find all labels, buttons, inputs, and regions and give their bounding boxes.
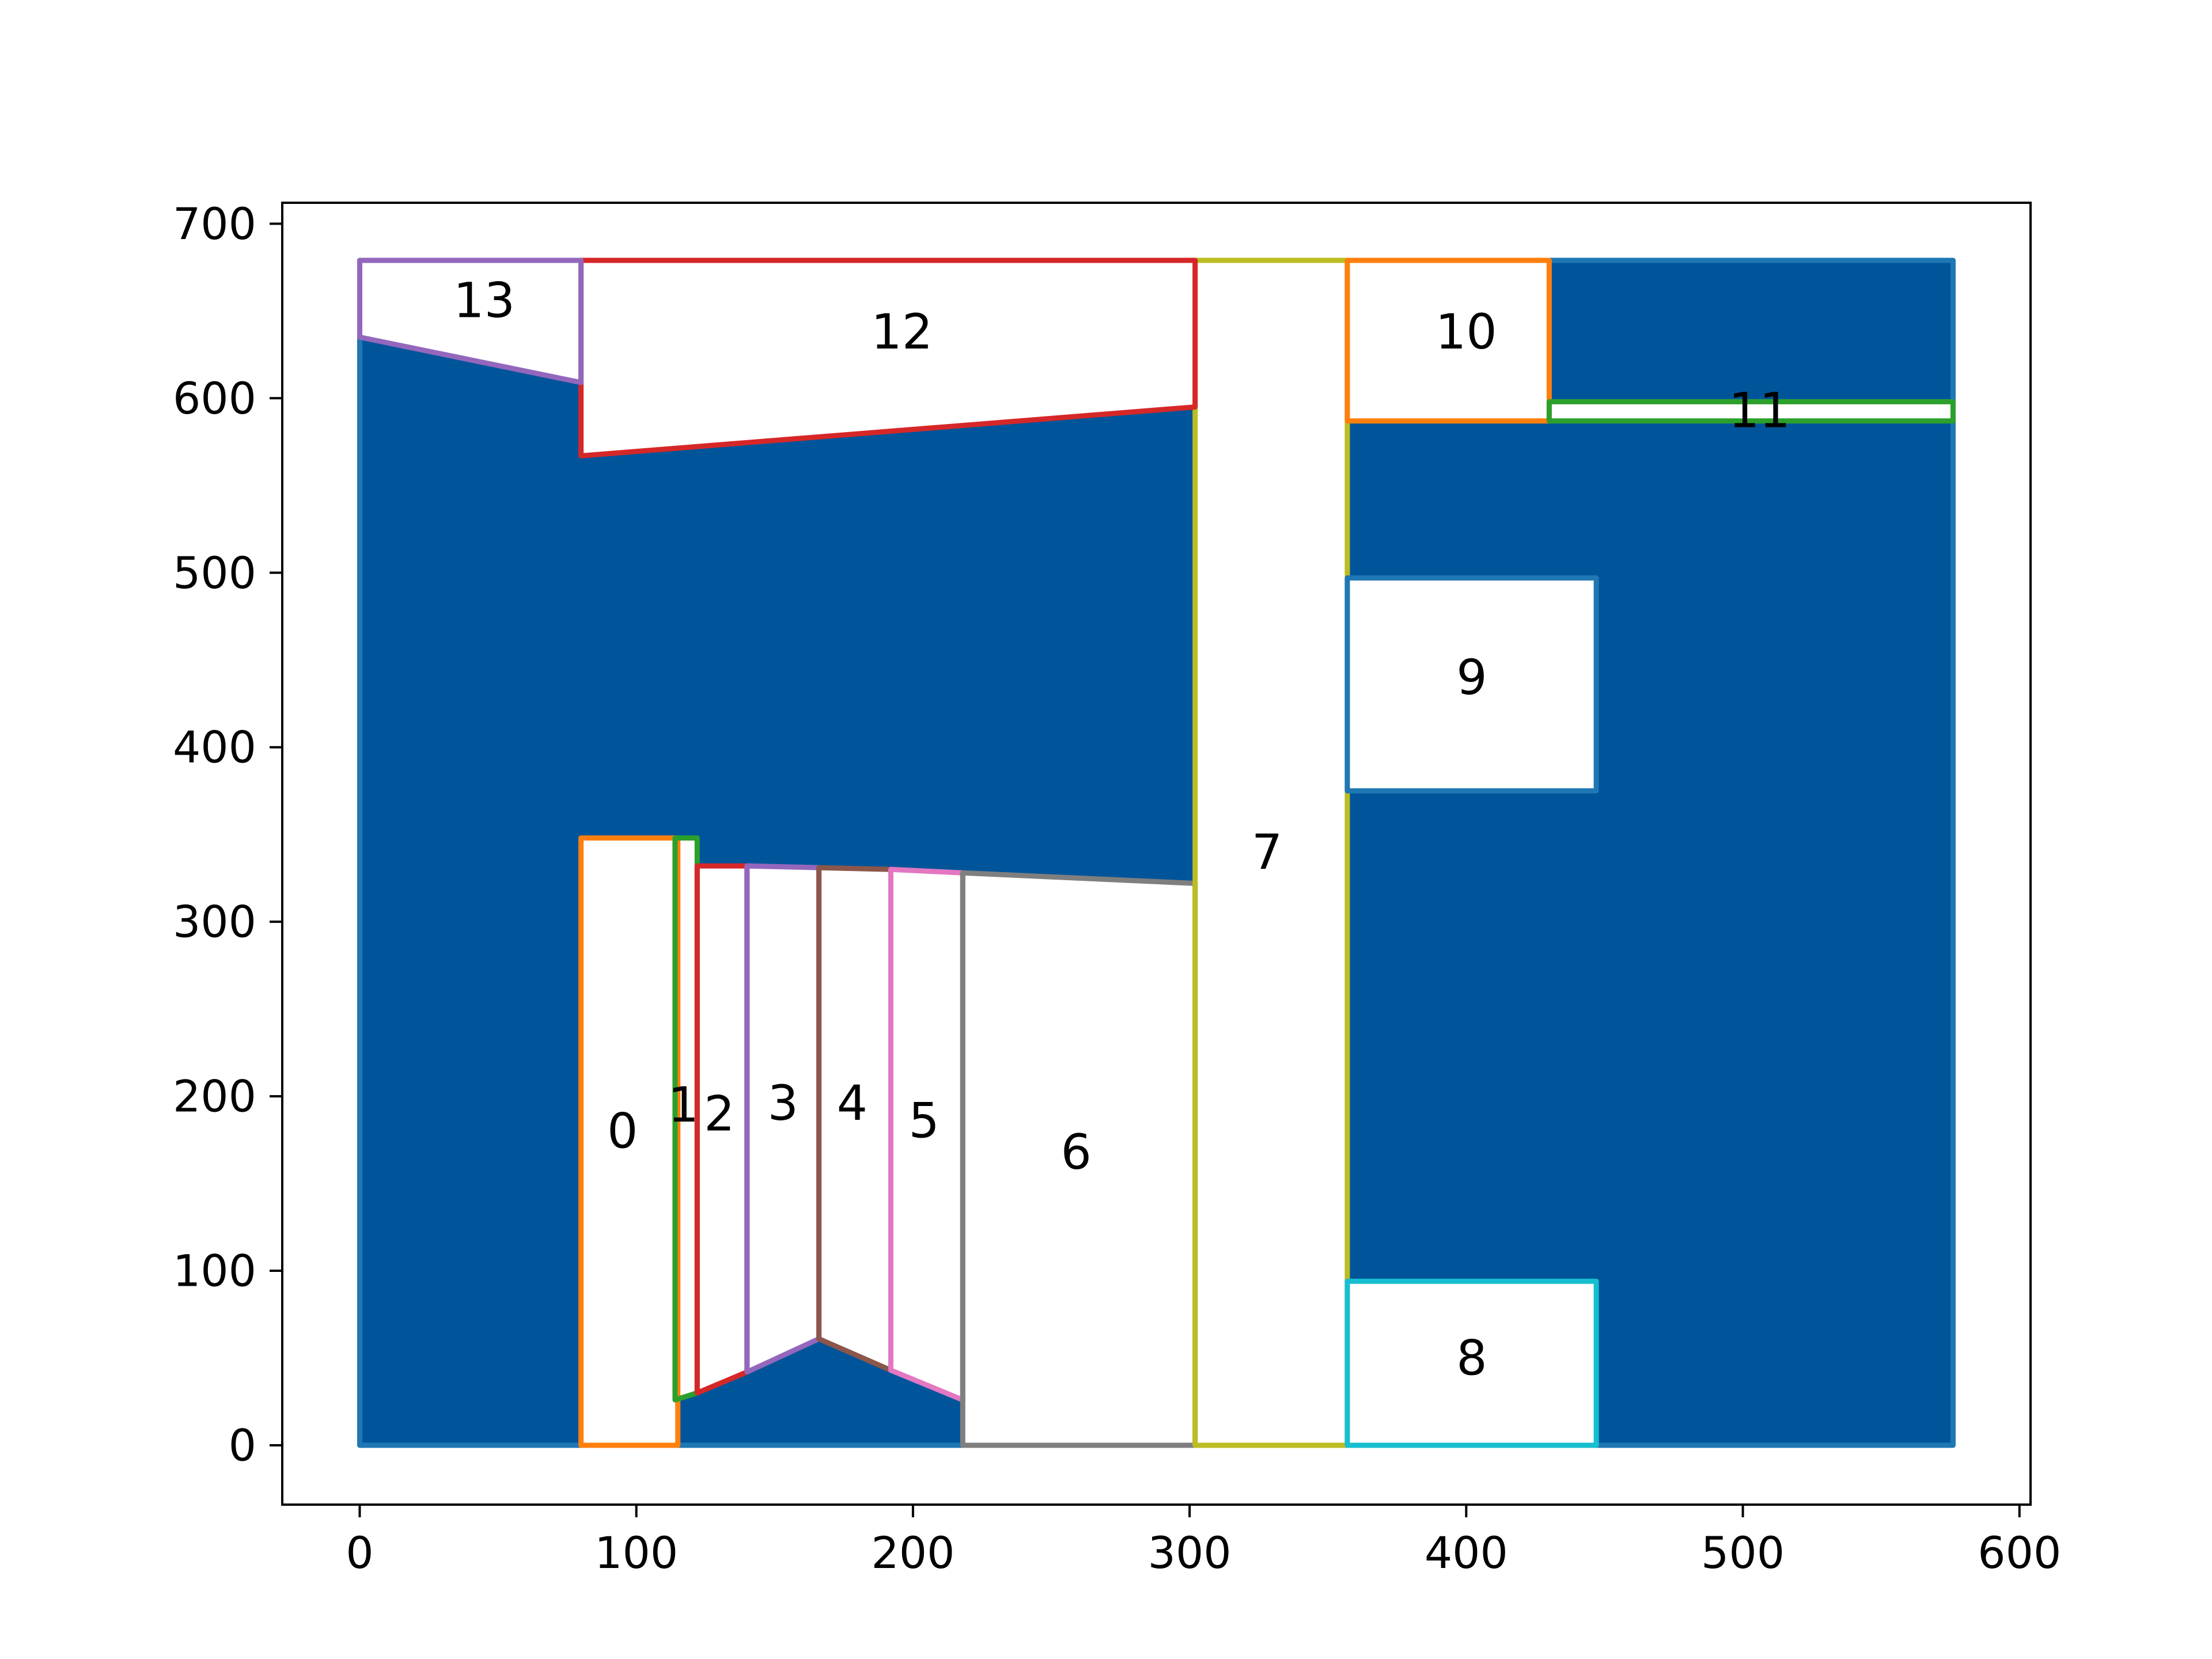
x-tick-label: 500 (1701, 1527, 1785, 1578)
y-tick-label: 400 (173, 722, 256, 773)
region-2-fill (697, 866, 747, 1393)
y-tick-label: 200 (173, 1071, 256, 1122)
region-10-label: 10 (1435, 304, 1497, 360)
region-9-label: 9 (1456, 649, 1487, 706)
x-tick-label: 0 (346, 1527, 373, 1578)
region-3-fill (747, 866, 819, 1372)
region-0-label: 0 (607, 1103, 638, 1160)
x-tick-label: 400 (1425, 1527, 1508, 1578)
region-9-fill (1347, 578, 1597, 791)
region-11-label: 11 (1729, 382, 1790, 439)
region-10-fill (1347, 260, 1550, 421)
region-13-fill (359, 260, 581, 382)
region-5-fill (891, 869, 963, 1400)
y-tick-label: 500 (173, 547, 256, 599)
region-9-outline (1344, 575, 1599, 794)
y-tick-label: 100 (173, 1245, 256, 1297)
region-1-outline (672, 835, 700, 1403)
x-tick-label: 600 (1978, 1527, 2061, 1578)
region-1-fill (675, 838, 698, 1400)
region-8-outline (1344, 1278, 1599, 1448)
region-2-label: 2 (704, 1085, 734, 1142)
region-4-label: 4 (837, 1075, 868, 1131)
region-0-fill (581, 838, 678, 1445)
region-4-fill (819, 868, 891, 1370)
region-11-fill (1549, 402, 1953, 421)
y-axis: 0 100 200 300 400 500 600 700 (173, 198, 282, 1471)
x-tick-label: 300 (1148, 1527, 1232, 1578)
x-tick-label: 200 (871, 1527, 955, 1578)
y-tick-label: 300 (173, 896, 256, 948)
region-10-outline (1344, 257, 1552, 424)
region-8-fill (1347, 1281, 1597, 1445)
region-6-fill (963, 873, 1195, 1445)
plot-area (357, 257, 1956, 1448)
region-5-label: 5 (908, 1093, 939, 1149)
region-8-label: 8 (1456, 1330, 1487, 1387)
region-12-label: 12 (871, 304, 933, 360)
region-3-label: 3 (767, 1075, 798, 1131)
x-axis: 0 100 200 300 400 500 600 (346, 1505, 2061, 1578)
region-13-outline (357, 257, 584, 385)
region-12-fill (581, 260, 1195, 456)
axes-frame (281, 202, 2032, 1506)
y-tick-label: 700 (173, 198, 256, 249)
region-7-fill (1195, 260, 1347, 1445)
y-tick-label: 0 (229, 1419, 256, 1471)
region-13-label: 13 (453, 272, 515, 329)
region-1-label: 1 (668, 1077, 699, 1133)
region-6-label: 6 (1060, 1124, 1091, 1180)
region-7-label: 7 (1252, 824, 1282, 880)
region-11-outline (1546, 399, 1956, 424)
y-tick-label: 600 (173, 373, 256, 424)
x-tick-label: 100 (594, 1527, 678, 1578)
